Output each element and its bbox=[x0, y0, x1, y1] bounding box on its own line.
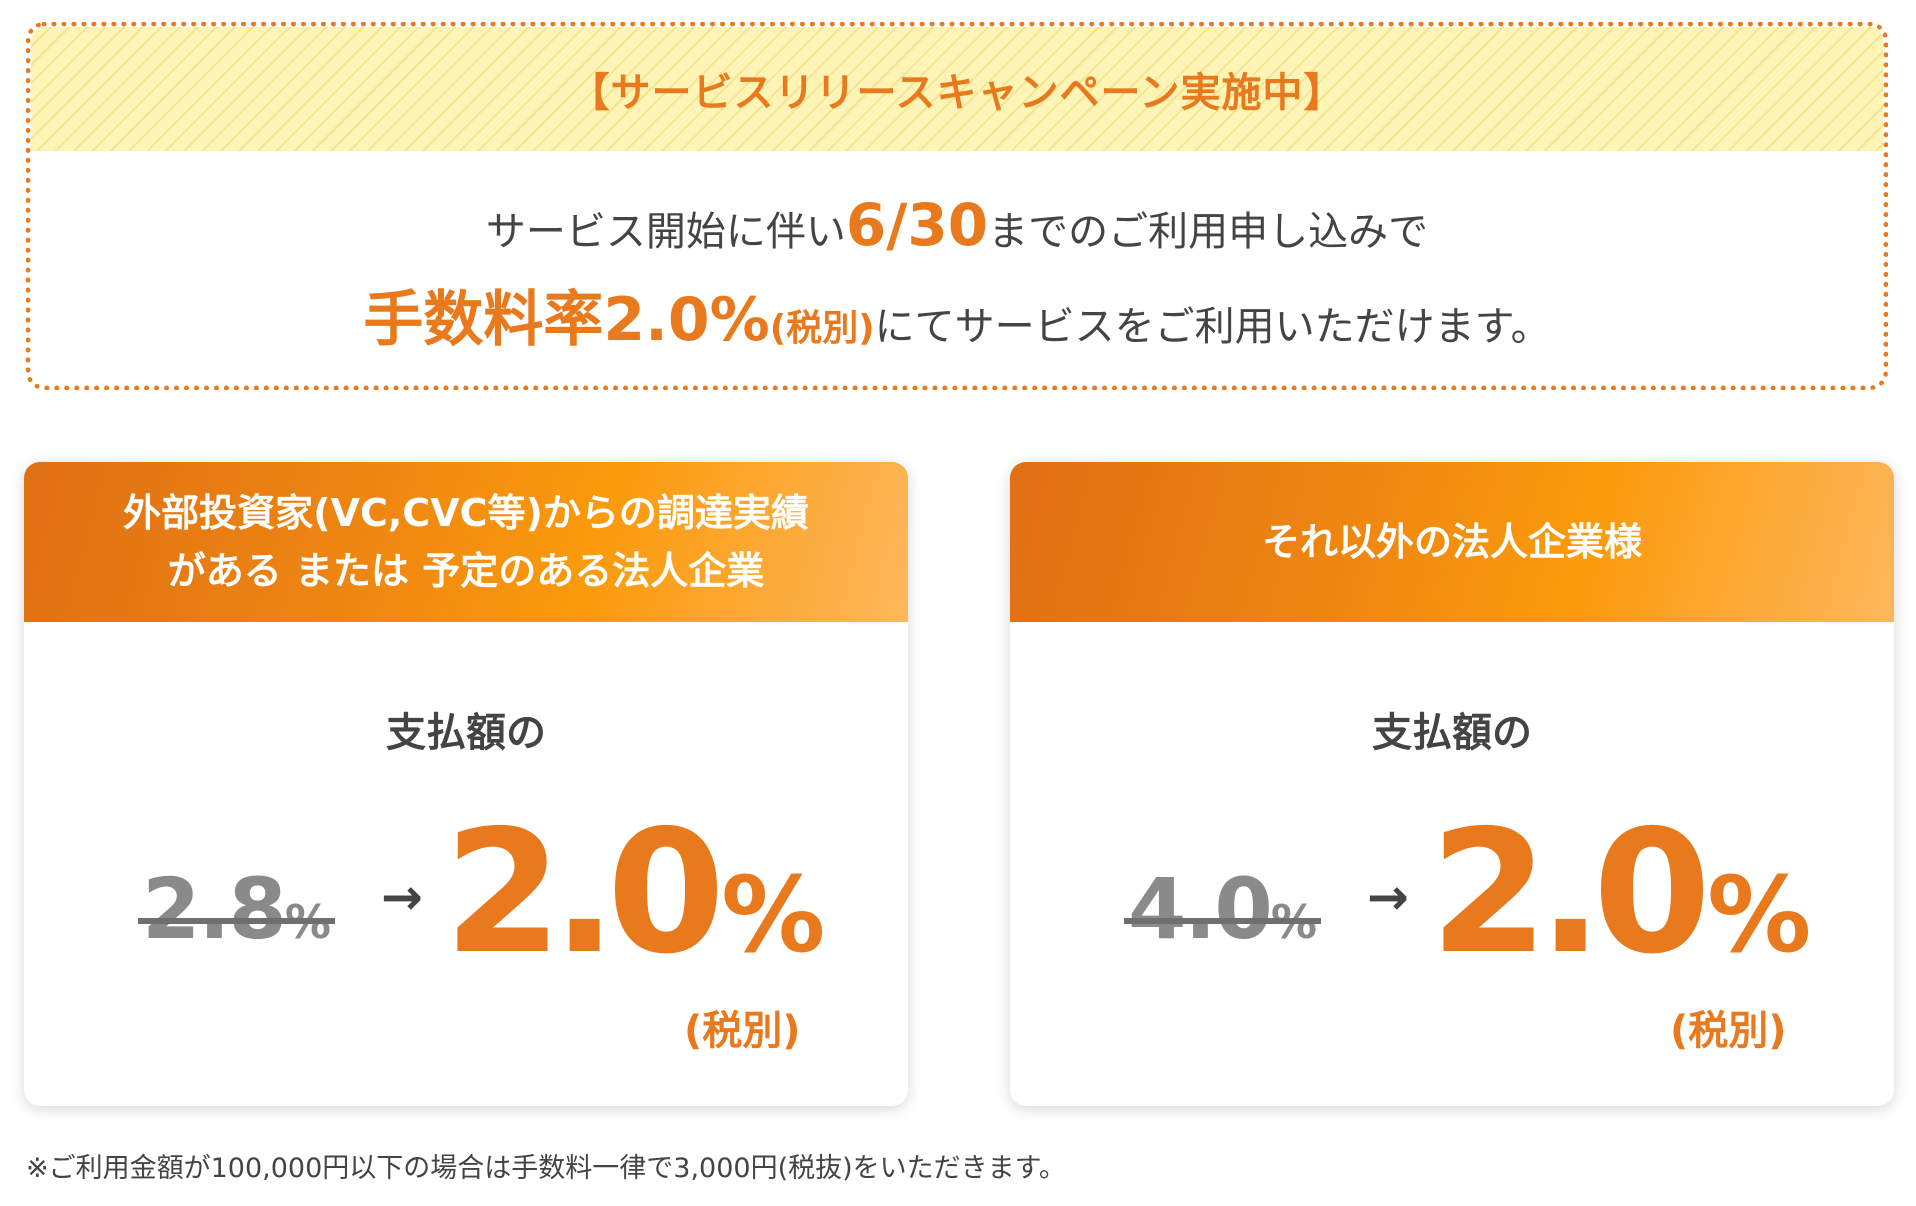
campaign-line2-suffix: にてサービスをご利用いただけます。 bbox=[874, 304, 1551, 350]
rate-tax-note: (税別) bbox=[1670, 1008, 1787, 1054]
plan-title-line-1: 外部投資家(VC,CVC等)からの調達実績 bbox=[123, 491, 809, 535]
rate-comparison: 4.0% → 2.0% (税別) bbox=[1010, 798, 1894, 1054]
old-rate-value: 2.8 bbox=[142, 860, 287, 958]
campaign-body: サービス開始に伴い6/30までのご利用申し込みで 手数料率2.0%(税別)にてサ… bbox=[31, 151, 1883, 371]
campaign-deadline: 6/30 bbox=[845, 191, 989, 259]
old-rate: 2.8% bbox=[138, 860, 335, 958]
plan-card-investor-backed: 外部投資家(VC,CVC等)からの調達実績 がある または 予定のある法人企業 … bbox=[24, 462, 908, 1106]
new-rate: 2.0% bbox=[1430, 798, 1811, 988]
new-rate: 2.0% bbox=[444, 798, 825, 988]
campaign-banner: 【サービスリリースキャンペーン実施中】 サービス開始に伴い6/30までのご利用申… bbox=[26, 22, 1888, 390]
campaign-line-2: 手数料率2.0%(税別)にてサービスをご利用いただけます。 bbox=[31, 278, 1883, 371]
old-rate-value: 4.0 bbox=[1128, 860, 1273, 958]
campaign-fee-rate: 手数料率2.0% bbox=[363, 285, 770, 355]
plan-card-other-corporations: それ以外の法人企業様 支払額の 4.0% → 2.0% (税別) bbox=[1010, 462, 1894, 1106]
plan-title-line-2: がある または 予定のある法人企業 bbox=[167, 549, 765, 593]
strikethrough-line bbox=[1124, 918, 1321, 924]
payment-label: 支払額の bbox=[386, 710, 546, 756]
rate-comparison: 2.8% → 2.0% (税別) bbox=[24, 798, 908, 1054]
arrow-right-icon: → bbox=[1367, 868, 1409, 926]
campaign-title: 【サービスリリースキャンペーン実施中】 bbox=[569, 70, 1345, 116]
campaign-line1-suffix: までのご利用申し込みで bbox=[988, 209, 1429, 255]
plan-card-header: それ以外の法人企業様 bbox=[1010, 462, 1894, 622]
plan-card-header: 外部投資家(VC,CVC等)からの調達実績 がある または 予定のある法人企業 bbox=[24, 462, 908, 622]
payment-label: 支払額の bbox=[1372, 710, 1532, 756]
fee-footnote: ※ご利用金額が100,000円以下の場合は手数料一律で3,000円(税抜)をいた… bbox=[26, 1153, 1066, 1184]
arrow-right-icon: → bbox=[381, 868, 423, 926]
new-rate-value: 2.0 bbox=[444, 794, 725, 992]
new-rate-value: 2.0 bbox=[1430, 794, 1711, 992]
campaign-line-1: サービス開始に伴い6/30までのご利用申し込みで bbox=[31, 179, 1883, 278]
strikethrough-line bbox=[138, 918, 335, 924]
new-rate-unit: % bbox=[1707, 854, 1812, 976]
plan-title-line-1: それ以外の法人企業様 bbox=[1261, 520, 1642, 564]
campaign-line1-prefix: サービス開始に伴い bbox=[485, 209, 846, 255]
old-rate: 4.0% bbox=[1124, 860, 1321, 958]
new-rate-unit: % bbox=[721, 854, 826, 976]
campaign-header: 【サービスリリースキャンペーン実施中】 bbox=[31, 27, 1883, 151]
rate-tax-note: (税別) bbox=[684, 1008, 801, 1054]
campaign-tax-note: (税別) bbox=[769, 308, 875, 349]
